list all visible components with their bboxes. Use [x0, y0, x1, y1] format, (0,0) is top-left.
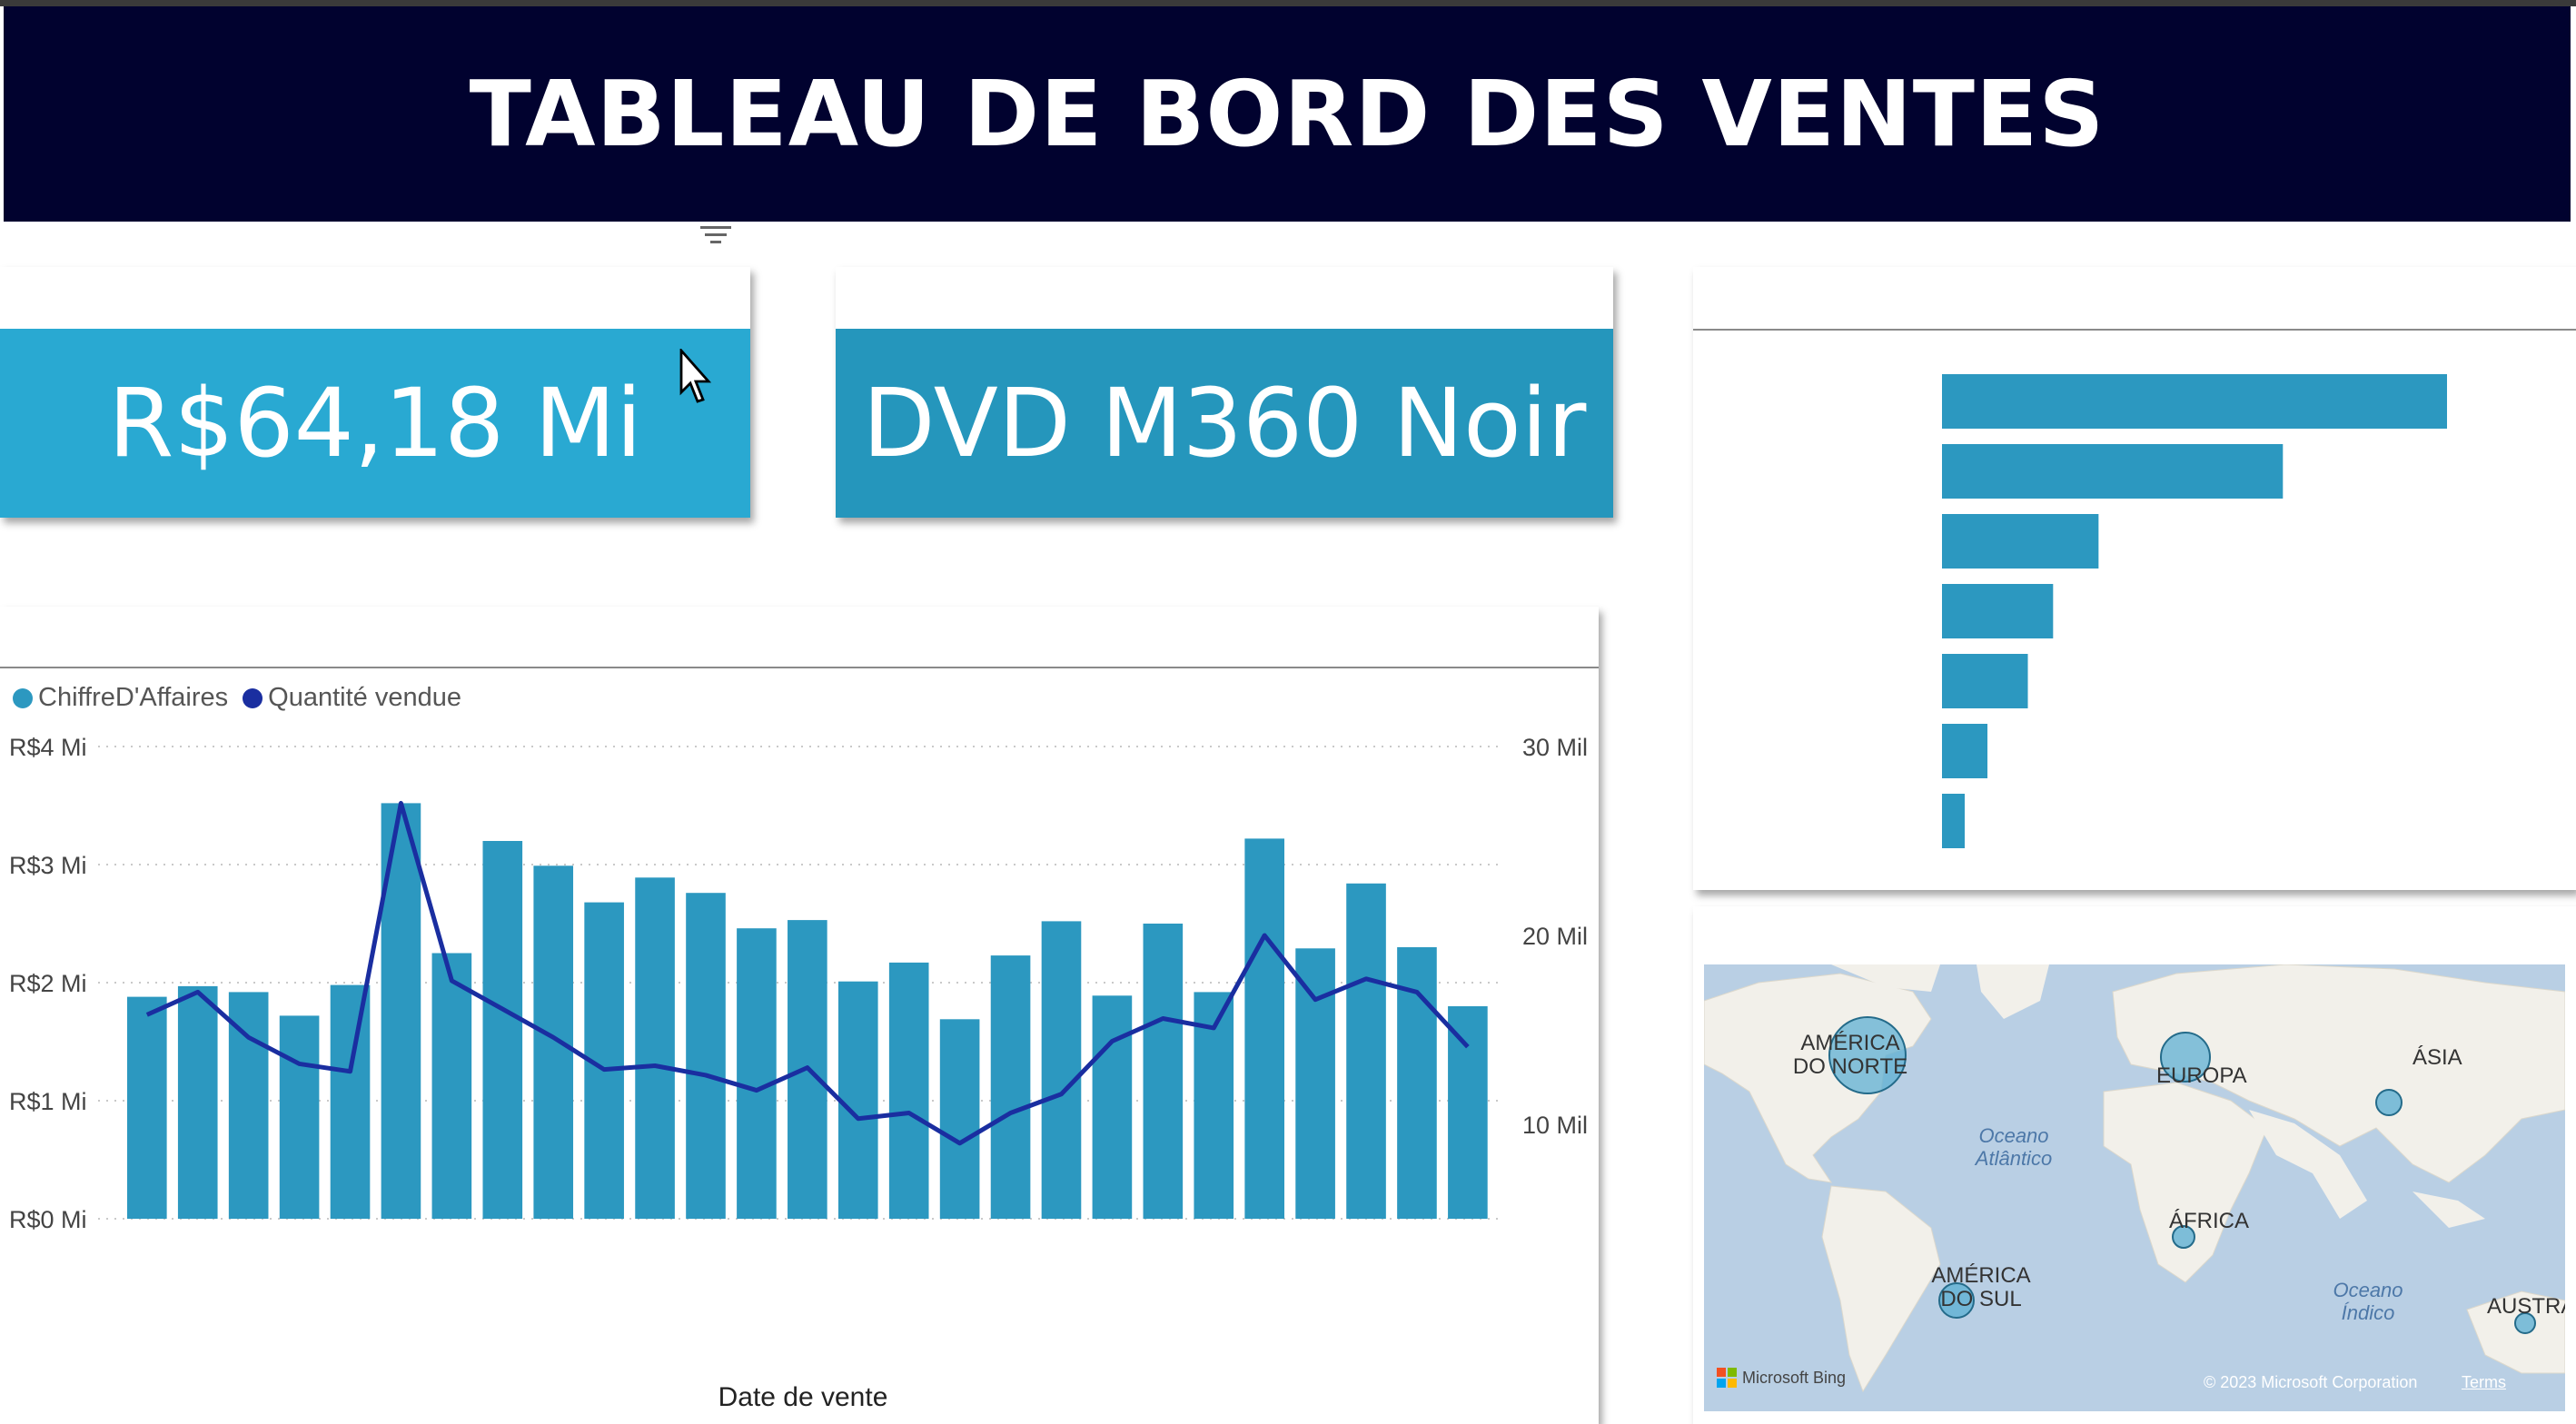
kpi-revenue-box: R$64,18 Mi — [0, 329, 750, 518]
revenue-bar[interactable] — [1346, 883, 1386, 1219]
revenue-bar[interactable] — [888, 962, 929, 1219]
map-bubble-europe[interactable] — [2160, 1032, 2211, 1083]
y-right-tick-label: 30 Mil — [1522, 734, 1588, 761]
kpi-product-value: DVD M360 Noir — [862, 368, 1587, 479]
hbar-chart — [1942, 374, 2447, 848]
kpi-revenue-value: R$64,18 Mi — [108, 368, 642, 479]
revenue-bar[interactable] — [635, 877, 675, 1219]
revenue-bar[interactable] — [1244, 838, 1284, 1219]
revenue-bar[interactable] — [330, 984, 371, 1219]
revenue-bar[interactable] — [1092, 995, 1133, 1219]
map-land — [1704, 964, 2565, 1393]
combo-chart: R$0 Mi R$1 Mi R$2 Mi R$3 Mi R$4 Mi 10 Mil 20 M… — [9, 734, 1588, 1412]
revenue-bar[interactable] — [1041, 921, 1082, 1219]
kpi-product-box: DVD M360 Noir — [836, 329, 1613, 518]
revenue-bar[interactable] — [482, 841, 523, 1219]
y-left-tick-label: R$0 Mi — [9, 1206, 87, 1233]
revenue-bar[interactable] — [228, 992, 269, 1219]
map-card-header — [1693, 906, 2576, 964]
page-title: TABLEAU DE BORD DES VENTES — [4, 6, 2571, 222]
map-copyright: © 2023 Microsoft Corporation — [2204, 1373, 2418, 1391]
legend-label-revenue: ChiffreD'Affaires — [38, 683, 229, 712]
revenue-bar[interactable] — [1143, 924, 1184, 1219]
map-label-australia: AUSTRÁ — [2487, 1294, 2565, 1319]
quantity-line[interactable] — [145, 800, 1470, 1146]
filter-icon[interactable] — [699, 222, 732, 249]
chart-card-header — [0, 607, 1599, 668]
world-map[interactable]: AMÉRICA DO NORTE EUROPA ÁSIA ÁFRICA AMÉR… — [1704, 964, 2565, 1411]
legend-label-quantity: Quantité vendue — [268, 683, 461, 712]
map-label-asia: ÁSIA — [2413, 1045, 2462, 1070]
hbar-bar[interactable] — [1942, 514, 2099, 569]
y-right-tick-label: 20 Mil — [1522, 923, 1588, 950]
kpi-card-revenue[interactable]: R$64,18 Mi — [0, 267, 750, 518]
y-right-tick-label: 10 Mil — [1522, 1112, 1588, 1139]
hbar-chart-card[interactable] — [1693, 267, 2576, 890]
revenue-bar[interactable] — [1295, 948, 1335, 1219]
ocean-label-indian: Oceano Índico — [2333, 1279, 2403, 1324]
map-bubble-asia[interactable] — [2375, 1089, 2403, 1116]
kpi-card-header — [0, 267, 750, 331]
revenue-bar[interactable] — [737, 928, 777, 1219]
hbar-bar[interactable] — [1942, 654, 2028, 708]
legend-entry-revenue[interactable]: ChiffreD'Affaires — [13, 683, 228, 713]
legend-dot-quantity — [243, 687, 263, 708]
legend-dot-revenue — [13, 687, 33, 708]
hbar-bar[interactable] — [1942, 444, 2284, 499]
map-bubble-north-america[interactable] — [1828, 1016, 1907, 1094]
hbar-card-header — [1693, 267, 2576, 331]
revenue-bar[interactable] — [686, 893, 726, 1219]
map-bubble-south-america[interactable] — [1938, 1282, 1975, 1319]
map-bubble-africa[interactable] — [2172, 1225, 2195, 1249]
x-axis-label: Date de vente — [718, 1382, 888, 1412]
map-bubble-australia[interactable] — [2514, 1312, 2536, 1334]
hbar-bar[interactable] — [1942, 584, 2054, 638]
revenue-bar[interactable] — [431, 953, 472, 1220]
microsoft-logo-icon — [1717, 1368, 1737, 1388]
mouse-cursor-icon — [679, 349, 712, 403]
revenue-bar[interactable] — [533, 865, 574, 1219]
hbar-bar[interactable] — [1942, 374, 2447, 429]
revenue-bar[interactable] — [1448, 1006, 1488, 1219]
map-label-south-america: AMÉRICA DO SUL — [1931, 1263, 2031, 1311]
bing-attribution: Microsoft Bing — [1717, 1368, 1846, 1388]
y-left-tick-label: R$3 Mi — [9, 852, 87, 879]
legend-entry-quantity[interactable]: Quantité vendue — [243, 683, 461, 713]
kpi-card-header — [836, 267, 1613, 331]
revenue-bar[interactable] — [837, 981, 878, 1219]
hbar-bar[interactable] — [1942, 794, 1966, 848]
revenue-bar[interactable] — [990, 955, 1031, 1219]
revenue-bar[interactable] — [939, 1019, 980, 1219]
hbar-bar[interactable] — [1942, 724, 1988, 778]
y-left-tick-label: R$1 Mi — [9, 1088, 87, 1115]
revenue-bar[interactable] — [127, 996, 167, 1219]
combo-chart-card[interactable]: ChiffreD'Affaires Quantité vendue R$0 Mi… — [0, 607, 1599, 1424]
map-label-europe: EUROPA — [2156, 1063, 2247, 1088]
map-label-africa: ÁFRICA — [2169, 1209, 2250, 1233]
kpi-card-product[interactable]: DVD M360 Noir — [836, 267, 1613, 518]
revenue-bar[interactable] — [279, 1015, 320, 1219]
map-label-north-america: AMÉRICA DO NORTE — [1792, 1031, 1908, 1079]
ocean-label-atlantic: Oceano Atlântico — [1975, 1124, 2053, 1170]
window-top-border — [0, 0, 2576, 6]
revenue-bar[interactable] — [177, 985, 218, 1219]
chart-legend: ChiffreD'Affaires Quantité vendue — [13, 683, 476, 713]
map-terms-link[interactable]: Terms — [2462, 1373, 2506, 1391]
y-left-tick-label: R$2 Mi — [9, 970, 87, 997]
y-left-tick-label: R$4 Mi — [9, 734, 87, 761]
